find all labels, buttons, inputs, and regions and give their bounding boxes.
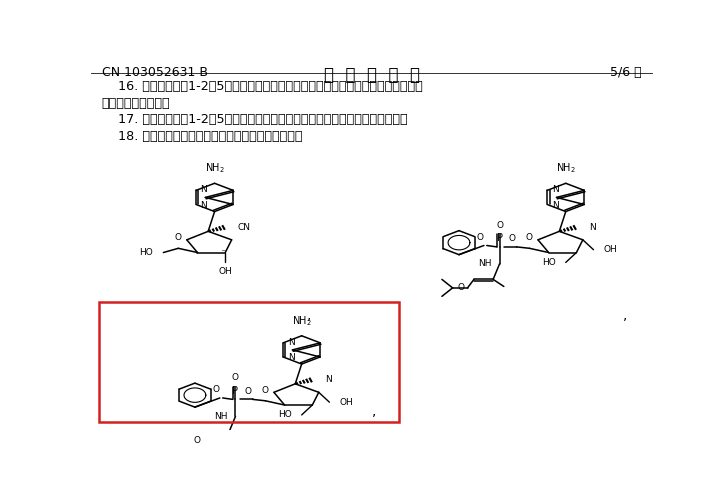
Text: O: O	[526, 233, 532, 242]
Text: ‾: ‾	[220, 252, 224, 257]
Text: ,: ,	[624, 308, 628, 322]
Text: O: O	[477, 233, 484, 242]
Text: 17. 根据权利要求1-2扩5中任一项所述的用途，其中副黏病毒科聚合酶被抑制。: 17. 根据权利要求1-2扩5中任一项所述的用途，其中副黏病毒科聚合酶被抑制。	[102, 114, 407, 127]
Text: N: N	[589, 223, 595, 232]
Text: 16. 根据权利要求1-2扩5中任一项所述的用途，其中所述副黏病毒科病毒感染由人呼: 16. 根据权利要求1-2扩5中任一项所述的用途，其中所述副黏病毒科病毒感染由人…	[102, 80, 423, 93]
Text: OH: OH	[339, 398, 353, 407]
Text: N: N	[288, 353, 294, 362]
Text: OH: OH	[218, 267, 232, 276]
Text: HO: HO	[139, 248, 153, 257]
Text: 18. 化合物或其药学上可接受的盐，所述化合物为：: 18. 化合物或其药学上可接受的盐，所述化合物为：	[102, 130, 302, 143]
Text: NH: NH	[214, 412, 228, 421]
Text: 5/6 页: 5/6 页	[610, 66, 641, 79]
Text: N: N	[201, 201, 207, 210]
Text: CN 103052631 B: CN 103052631 B	[102, 66, 208, 79]
Text: OH: OH	[604, 245, 618, 254]
Text: P: P	[233, 385, 239, 396]
Text: 权  利  要  求  书: 权 利 要 求 书	[323, 66, 420, 84]
Text: ,: ,	[307, 308, 311, 322]
Text: O: O	[174, 233, 181, 242]
Text: O: O	[213, 385, 220, 394]
Text: NH: NH	[478, 259, 492, 269]
Text: O: O	[496, 221, 503, 230]
Text: N: N	[325, 375, 331, 384]
Text: O: O	[261, 386, 268, 395]
Text: HO: HO	[278, 411, 291, 419]
Text: O: O	[232, 373, 239, 382]
Text: CN: CN	[238, 223, 251, 232]
Text: NH$_2$: NH$_2$	[291, 314, 312, 327]
Text: 吸道合胞病毒引起。: 吸道合胞病毒引起。	[102, 97, 170, 110]
Text: NH$_2$: NH$_2$	[556, 161, 576, 175]
Text: ,: ,	[372, 403, 376, 417]
Text: N: N	[552, 201, 558, 210]
Text: N: N	[552, 185, 558, 194]
Text: O: O	[194, 436, 201, 445]
Text: HO: HO	[542, 258, 555, 267]
Text: N: N	[288, 338, 294, 347]
Text: P: P	[497, 233, 502, 243]
Text: N: N	[201, 185, 207, 194]
Text: O: O	[457, 284, 465, 292]
Text: O: O	[244, 387, 252, 396]
Text: NH$_2$: NH$_2$	[204, 161, 225, 175]
Text: O: O	[509, 234, 515, 243]
